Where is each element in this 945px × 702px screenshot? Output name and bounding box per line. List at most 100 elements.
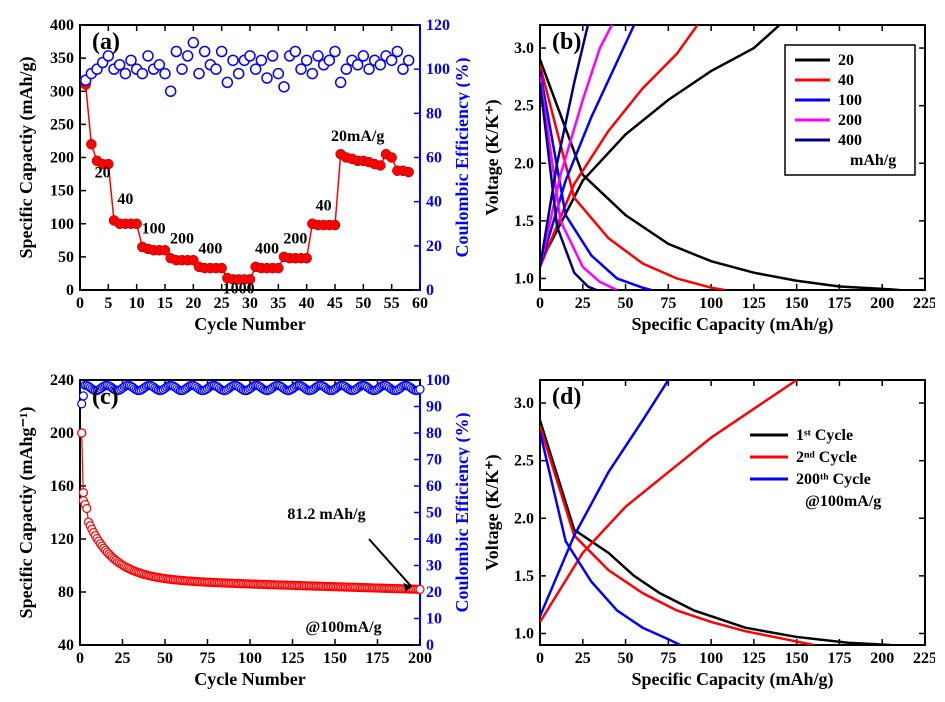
svg-text:25: 25	[115, 650, 131, 667]
svg-text:200: 200	[870, 295, 894, 312]
svg-text:400: 400	[50, 17, 74, 34]
svg-text:20: 20	[185, 295, 201, 312]
svg-text:10: 10	[129, 295, 145, 312]
svg-text:50: 50	[426, 505, 442, 522]
svg-text:200ᵗʰ Cycle: 200ᵗʰ Cycle	[796, 471, 871, 488]
svg-text:80: 80	[58, 584, 74, 601]
svg-text:250: 250	[50, 116, 74, 133]
svg-text:100: 100	[699, 650, 723, 667]
svg-text:1000: 1000	[223, 280, 255, 297]
svg-text:240: 240	[50, 372, 74, 389]
svg-text:0: 0	[426, 637, 434, 654]
svg-text:Coulombic Efficiency (%): Coulombic Efficiency (%)	[452, 413, 470, 613]
svg-text:75: 75	[660, 650, 676, 667]
svg-text:100: 100	[238, 650, 262, 667]
svg-text:81.2 mAh/g: 81.2 mAh/g	[287, 506, 365, 523]
svg-text:200: 200	[50, 150, 74, 167]
svg-text:160: 160	[50, 478, 74, 495]
svg-text:40: 40	[426, 194, 442, 211]
svg-text:20: 20	[838, 52, 854, 69]
svg-text:0: 0	[536, 295, 544, 312]
svg-text:Cycle Number: Cycle Number	[194, 669, 305, 689]
svg-text:2.5: 2.5	[514, 98, 534, 115]
svg-text:20: 20	[426, 238, 442, 255]
svg-text:125: 125	[742, 650, 766, 667]
svg-text:90: 90	[426, 399, 442, 416]
svg-text:0: 0	[76, 295, 84, 312]
svg-text:1.0: 1.0	[514, 270, 534, 287]
svg-text:(b): (b)	[552, 29, 581, 55]
svg-text:350: 350	[50, 50, 74, 67]
chart-b: 02550751001251501752002251.01.52.02.53.0…	[480, 10, 935, 340]
svg-text:35: 35	[270, 295, 286, 312]
svg-text:70: 70	[426, 452, 442, 469]
svg-text:3.0: 3.0	[514, 40, 534, 57]
svg-text:60: 60	[426, 150, 442, 167]
svg-text:50: 50	[618, 650, 634, 667]
svg-text:200: 200	[50, 425, 74, 442]
svg-text:5: 5	[104, 295, 112, 312]
svg-text:40: 40	[838, 72, 854, 89]
svg-text:225: 225	[913, 650, 935, 667]
svg-text:55: 55	[384, 295, 400, 312]
svg-text:Specific Capacity (mAh/g): Specific Capacity (mAh/g)	[632, 669, 834, 690]
svg-text:20mA/g: 20mA/g	[331, 128, 384, 145]
svg-text:100: 100	[426, 61, 450, 78]
svg-text:Voltage (K/K⁺): Voltage (K/K⁺)	[482, 454, 503, 570]
svg-text:150: 150	[785, 295, 809, 312]
svg-text:40: 40	[316, 198, 332, 215]
svg-text:10: 10	[426, 611, 442, 628]
svg-text:60: 60	[426, 478, 442, 495]
svg-text:45: 45	[327, 295, 343, 312]
svg-text:20: 20	[95, 164, 111, 181]
svg-text:(c): (c)	[92, 384, 119, 410]
svg-text:75: 75	[200, 650, 216, 667]
svg-text:25: 25	[575, 295, 591, 312]
svg-text:0: 0	[426, 282, 434, 299]
svg-text:40: 40	[58, 637, 74, 654]
svg-text:400: 400	[255, 241, 279, 258]
svg-text:225: 225	[913, 295, 935, 312]
svg-text:400: 400	[838, 132, 862, 149]
chart-a: 0510152025303540455055600501001502002503…	[10, 10, 470, 340]
svg-text:150: 150	[323, 650, 347, 667]
svg-text:300: 300	[50, 83, 74, 100]
svg-text:150: 150	[785, 650, 809, 667]
svg-text:Voltage (K/K⁺): Voltage (K/K⁺)	[482, 99, 503, 215]
svg-text:2ⁿᵈ Cycle: 2ⁿᵈ Cycle	[796, 449, 857, 466]
chart-c: 0255075100125150175200408012016020024001…	[10, 365, 470, 695]
svg-text:40: 40	[299, 295, 315, 312]
svg-text:175: 175	[366, 650, 390, 667]
svg-text:(d): (d)	[552, 384, 581, 410]
svg-text:Specific Capacity (mAh/g): Specific Capacity (mAh/g)	[632, 314, 834, 335]
svg-text:2.0: 2.0	[514, 510, 534, 527]
figure-grid: 0510152025303540455055600501001502002503…	[10, 10, 935, 692]
svg-text:175: 175	[827, 295, 851, 312]
svg-text:0: 0	[536, 650, 544, 667]
svg-text:30: 30	[426, 558, 442, 575]
svg-text:75: 75	[660, 295, 676, 312]
svg-text:25: 25	[214, 295, 230, 312]
svg-text:200: 200	[283, 231, 307, 248]
svg-text:0: 0	[76, 650, 84, 667]
svg-text:150: 150	[50, 183, 74, 200]
panel-c: 0255075100125150175200408012016020024001…	[10, 365, 470, 700]
svg-text:1ˢᵗ Cycle: 1ˢᵗ Cycle	[796, 427, 853, 444]
svg-text:40: 40	[117, 191, 133, 208]
panel-b: 02550751001251501752002251.01.52.02.53.0…	[480, 10, 935, 345]
svg-text:125: 125	[281, 650, 305, 667]
svg-text:100: 100	[838, 92, 862, 109]
svg-text:Specific Capactiy (mAh/g): Specific Capactiy (mAh/g)	[16, 57, 37, 259]
svg-text:80: 80	[426, 425, 442, 442]
svg-text:100: 100	[699, 295, 723, 312]
svg-text:@100mA/g: @100mA/g	[305, 619, 381, 636]
svg-text:50: 50	[355, 295, 371, 312]
svg-text:120: 120	[426, 17, 450, 34]
panel-d: 02550751001251501752002251.01.52.02.53.0…	[480, 365, 935, 700]
svg-text:1.0: 1.0	[514, 625, 534, 642]
svg-text:200: 200	[870, 650, 894, 667]
svg-text:40: 40	[426, 531, 442, 548]
svg-text:100: 100	[142, 221, 166, 238]
svg-text:25: 25	[575, 650, 591, 667]
svg-text:15: 15	[157, 295, 173, 312]
